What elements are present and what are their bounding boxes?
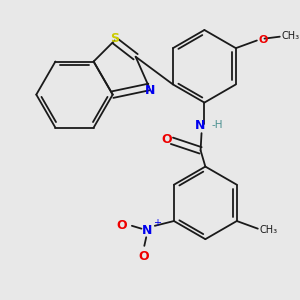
Text: N: N (194, 119, 205, 132)
Text: S: S (110, 32, 119, 45)
Text: N: N (142, 224, 152, 237)
Text: CH₃: CH₃ (260, 225, 278, 235)
Text: O: O (161, 133, 172, 146)
Text: O: O (259, 34, 268, 44)
Text: -H: -H (211, 120, 223, 130)
Text: O: O (138, 250, 149, 263)
Text: CH₃: CH₃ (282, 31, 300, 41)
Text: N: N (145, 84, 155, 97)
Text: O: O (116, 219, 127, 232)
Text: +: + (153, 218, 161, 228)
